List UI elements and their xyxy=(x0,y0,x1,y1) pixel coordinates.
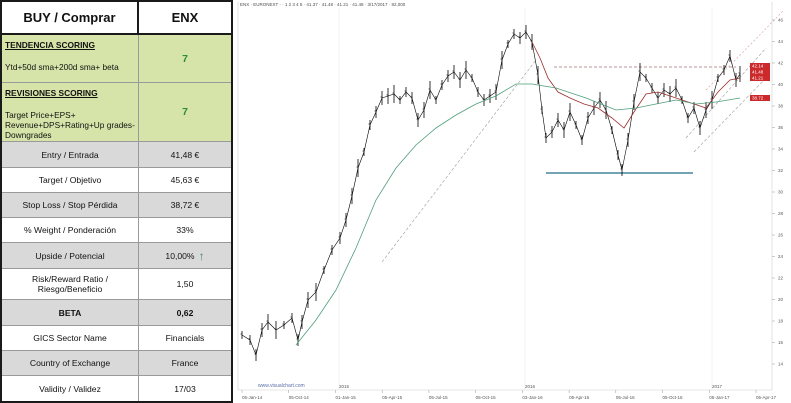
y-tick-label: 30 xyxy=(778,190,784,195)
y-tick-label: 16 xyxy=(778,340,784,345)
target-label: Target / Objetivo xyxy=(2,168,139,192)
price-tag xyxy=(750,63,770,69)
up-arrow-icon: ↑ xyxy=(198,248,205,263)
revisions-scoring-value: 7 xyxy=(182,106,188,118)
x-tick-label: 03-Jan-16 xyxy=(522,395,543,400)
revisions-scoring-title: REVISIONES SCORING xyxy=(5,88,98,98)
weight-value: 33% xyxy=(176,225,194,235)
revisions-scoring-description: Target Price+EPS+ Revenue+DPS+Rating+Up … xyxy=(5,110,135,140)
x-axis: 05-Jan-14 05-Oct-14 01-Jan-15 05-Apr-15 05-J… xyxy=(241,384,777,400)
y-tick-label: 34 xyxy=(778,147,784,152)
recommendation-title: BUY / Comprar xyxy=(2,2,139,33)
validity-label: Validity / Validez xyxy=(2,376,139,401)
entry-value: 41,48 € xyxy=(139,142,231,167)
x-tick-label: 05-Oct-14 xyxy=(289,395,310,400)
y-tick-label: 14 xyxy=(778,362,784,367)
y-tick-label: 28 xyxy=(778,211,784,216)
trend-scoring-title: TENDENCIA SCORING xyxy=(5,40,95,50)
country-row: Country of Exchange France xyxy=(2,351,231,376)
x-tick-label: 05-Jan-14 xyxy=(242,395,263,400)
moving-averages xyxy=(295,41,741,346)
risk-reward-label: Risk/Reward Ratio / Riesgo/Beneficio xyxy=(2,269,139,299)
risk-reward-row: Risk/Reward Ratio / Riesgo/Beneficio 1,5… xyxy=(2,269,231,300)
upside-value: 10,00% xyxy=(165,250,195,261)
price-tag-label: 38.72 xyxy=(752,96,764,101)
weight-label: % Weight / Ponderación xyxy=(2,218,139,242)
y-tick-label: 40 xyxy=(778,82,784,87)
year-label: 2017 xyxy=(712,384,723,389)
x-tick-label: 05-Oct-16 xyxy=(663,395,684,400)
sma50-line xyxy=(531,41,741,129)
stop-loss-label: Stop Loss / Stop Pérdida xyxy=(2,193,139,217)
y-tick-label: 26 xyxy=(778,233,784,238)
x-tick-label: 05-Apr-16 xyxy=(569,395,590,400)
beta-label: BETA xyxy=(2,300,139,325)
x-tick-label: 05-Jul-16 xyxy=(616,395,635,400)
scoring-panel: BUY / Comprar ENX TENDENCIA SCORING Ytd+… xyxy=(0,0,233,403)
upside-label: Upside / Potencial xyxy=(2,243,139,268)
x-tick-label: 05-Apr-17 xyxy=(756,395,777,400)
price-tag xyxy=(750,95,770,101)
sector-row: GICS Sector Name Financials xyxy=(2,326,231,351)
sector-label: GICS Sector Name xyxy=(2,326,139,350)
x-tick-label: 01-Jan-15 xyxy=(335,395,356,400)
long-trendline xyxy=(381,59,537,263)
y-tick-label: 38 xyxy=(778,104,784,109)
sma200-line xyxy=(295,83,741,346)
target-row: Target / Objetivo 45,63 € xyxy=(2,168,231,193)
y-tick-label: 42 xyxy=(778,61,784,66)
price-series xyxy=(240,25,741,361)
chart-gridlines xyxy=(338,8,713,390)
beta-value: 0,62 xyxy=(139,300,231,325)
x-tick-label: 05-Oct-15 xyxy=(476,395,497,400)
x-tick-label: 05-Jul-15 xyxy=(429,395,448,400)
risk-reward-value: 1,50 xyxy=(176,279,194,289)
price-tag xyxy=(750,75,770,81)
ticker-symbol: ENX xyxy=(171,10,199,25)
price-tag-label: 41.48 xyxy=(752,70,764,75)
y-tick-label: 46 xyxy=(778,18,784,23)
y-axis: 46 44 42 40 38 36 34 32 30 28 26 24 22 20 18 16 14 xyxy=(772,18,784,367)
validity-value: 17/03 xyxy=(174,383,196,394)
year-label: 2015 xyxy=(339,384,350,389)
validity-row: Validity / Validez 17/03 xyxy=(2,376,231,401)
stop-loss-row: Stop Loss / Stop Pérdida 38,72 € xyxy=(2,193,231,218)
x-tick-label: 05-Jan-17 xyxy=(709,395,730,400)
weight-row: % Weight / Ponderación 33% xyxy=(2,218,231,243)
trend-projection xyxy=(705,9,785,91)
entry-row: Entry / Entrada 41,48 € xyxy=(2,142,231,168)
trend-scoring-row: TENDENCIA SCORING Ytd+50d sma+200d sma+ … xyxy=(2,35,231,83)
country-value: France xyxy=(139,351,231,375)
y-tick-label: 22 xyxy=(778,276,784,281)
trend-scoring-description: Ytd+50d sma+200d sma+ beta xyxy=(5,62,119,72)
price-line xyxy=(241,31,741,356)
year-label: 2016 xyxy=(525,384,536,389)
price-tag-label: 41.21 xyxy=(752,76,764,81)
entry-label: Entry / Entrada xyxy=(2,142,139,167)
channel-lower xyxy=(693,77,767,153)
beta-row: BETA 0,62 xyxy=(2,300,231,326)
y-tick-label: 44 xyxy=(778,39,784,44)
y-tick-label: 20 xyxy=(778,297,784,302)
price-tag xyxy=(750,69,770,75)
stop-loss-value: 38,72 € xyxy=(139,193,231,217)
upside-row: Upside / Potencial 10,00% ↑ xyxy=(2,243,231,269)
y-tick-label: 36 xyxy=(778,125,784,130)
chart-watermark: www.visualchart.com xyxy=(258,383,305,389)
target-value: 45,63 € xyxy=(170,175,200,185)
y-tick-label: 18 xyxy=(778,319,784,324)
sector-value: Financials xyxy=(165,333,205,343)
panel-header: BUY / Comprar ENX xyxy=(2,2,231,35)
price-chart: ENX · EURONEXT · · 1 2 3 4 5 · 41.37 · 4… xyxy=(236,0,791,403)
trend-scoring-value: 7 xyxy=(182,52,188,65)
y-tick-label: 24 xyxy=(778,254,784,259)
price-chart-svg: ENX · EURONEXT · · 1 2 3 4 5 · 41.37 · 4… xyxy=(236,0,791,403)
y-tick-label: 32 xyxy=(778,168,784,173)
country-label: Country of Exchange xyxy=(2,351,139,375)
chart-ticker-line: ENX · EURONEXT · · 1 2 3 4 5 · 41.37 · 4… xyxy=(240,2,406,7)
x-tick-label: 05-Apr-15 xyxy=(382,395,403,400)
revisions-scoring-row: REVISIONES SCORING Target Price+EPS+ Rev… xyxy=(2,83,231,142)
price-tag-label: 42.14 xyxy=(752,64,764,69)
